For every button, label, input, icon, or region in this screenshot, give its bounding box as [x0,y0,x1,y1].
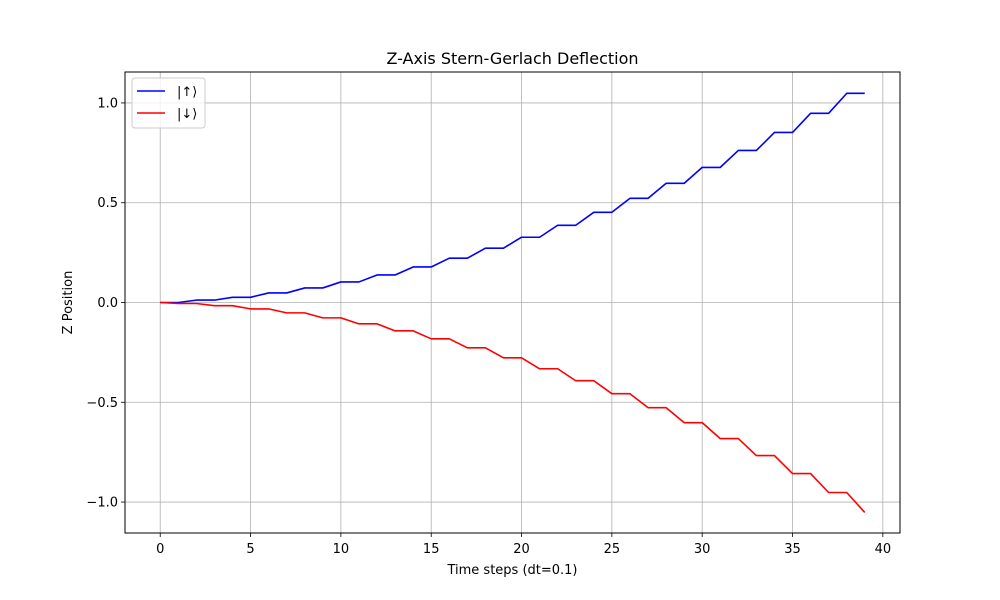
grid-lines [125,72,900,533]
x-tick-label: 30 [694,542,711,557]
y-tick-label: −0.5 [86,396,118,411]
legend-label: |↑⟩ [177,85,197,100]
series-line-spin-up [160,92,865,304]
chart-title: Z-Axis Stern-Gerlach Deflection [386,49,638,68]
axis-ticks: 0 5 10 15 20 25 30 35 40 −1.0 −0.5 0.0 0.5 1.0 [86,96,891,557]
x-tick-label: 15 [423,542,440,557]
x-tick-label: 40 [875,542,892,557]
y-axis-label: Z Position [61,271,76,335]
x-axis-label: Time steps (dt=0.1) [446,563,577,578]
y-tick-label: −1.0 [86,496,118,511]
y-tick-label: 0.5 [97,196,118,211]
legend: |↑⟩ |↓⟩ [131,77,206,129]
x-tick-label: 25 [604,542,621,557]
y-tick-label: 1.0 [97,96,118,111]
y-tick-label: 0.0 [97,296,118,311]
x-tick-label: 35 [784,542,801,557]
x-tick-label: 20 [513,542,530,557]
x-tick-label: 10 [333,542,350,557]
x-tick-label: 0 [156,542,164,557]
series-line-spin-down [160,301,866,513]
legend-label: |↓⟩ [177,107,197,122]
series-layer [160,92,866,513]
x-tick-label: 5 [246,542,254,557]
